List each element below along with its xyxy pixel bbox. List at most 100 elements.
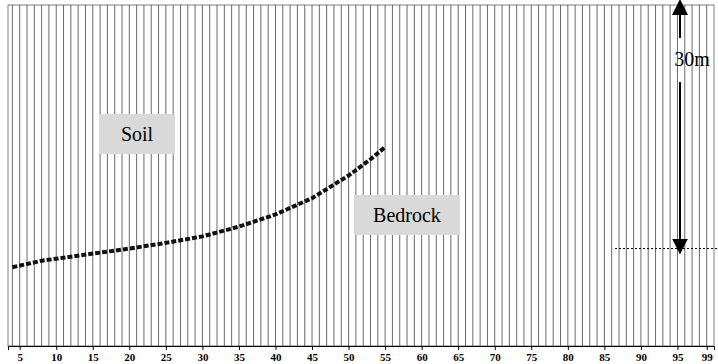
x-tick-mark [707, 346, 708, 350]
trace [523, 5, 524, 346]
trace [421, 5, 422, 346]
trace [597, 5, 598, 346]
trace [78, 5, 79, 346]
trace [465, 5, 466, 346]
trace [129, 5, 130, 346]
depth-marker: 30m [615, 7, 718, 249]
x-tick-label: 80 [563, 351, 575, 363]
x-tick-label: 70 [490, 351, 502, 363]
depth-line [615, 248, 718, 249]
trace [253, 5, 254, 346]
x-tick-mark [56, 346, 57, 350]
trace [165, 5, 166, 346]
trace [575, 5, 576, 346]
x-axis: 510152025303540455055606570758085909599 [9, 346, 715, 363]
marks [12, 5, 706, 346]
trace [217, 5, 218, 346]
x-tick: 85 [599, 346, 611, 363]
trace [377, 5, 378, 346]
trace [633, 5, 634, 346]
x-tick-mark [568, 346, 569, 350]
trace [443, 5, 444, 346]
x-tick-mark [677, 346, 678, 350]
trace [70, 5, 71, 346]
reflector [12, 147, 385, 267]
trace [450, 5, 451, 346]
trace [333, 5, 334, 346]
x-axis-line [9, 347, 715, 351]
trace [604, 5, 605, 346]
plot-frame [8, 5, 714, 346]
x-tick: 50 [344, 346, 356, 363]
trace [436, 5, 437, 346]
trace [275, 5, 276, 346]
trace [618, 5, 619, 346]
annotation: Bedrock [354, 195, 460, 235]
x-tick-mark [641, 346, 642, 350]
trace [231, 5, 232, 346]
trace [12, 5, 13, 346]
trace [180, 5, 181, 346]
x-tick-mark [312, 346, 313, 350]
trace [136, 5, 137, 346]
x-tick-label: 95 [672, 351, 684, 363]
x-tick: 35 [234, 346, 246, 363]
trace [670, 5, 671, 346]
trace [480, 5, 481, 346]
trace [85, 5, 86, 346]
x-tick-mark [349, 346, 350, 350]
x-tick-mark [531, 346, 532, 350]
trace [260, 5, 261, 346]
trace [282, 5, 283, 346]
trace [63, 5, 64, 346]
trace [122, 5, 123, 346]
x-tick: 99 [702, 346, 714, 363]
annotation-box [354, 195, 460, 235]
annotation-text: Soil [121, 123, 154, 145]
x-tick-label: 50 [344, 351, 356, 363]
annotation-text: Bedrock [373, 204, 441, 226]
trace [545, 5, 546, 346]
x-tick-label: 25 [161, 351, 173, 363]
trace [56, 5, 57, 346]
trace [187, 5, 188, 346]
trace [34, 5, 35, 346]
trace [224, 5, 225, 346]
x-tick-label: 55 [380, 351, 392, 363]
trace [655, 5, 656, 346]
trace [202, 5, 203, 346]
trace [531, 5, 532, 346]
trace [143, 5, 144, 346]
trace [290, 5, 291, 346]
x-tick-mark [93, 346, 94, 350]
depth-arrow-down [679, 82, 681, 247]
trace [114, 5, 115, 346]
trace [399, 5, 400, 346]
trace [370, 5, 371, 346]
trace [195, 5, 196, 346]
trace [582, 5, 583, 346]
trace [458, 5, 459, 346]
x-tick-label: 20 [124, 351, 136, 363]
x-tick-label: 90 [636, 351, 648, 363]
trace [246, 5, 247, 346]
x-tick-label: 75 [526, 351, 538, 363]
trace [48, 5, 49, 346]
trace [100, 5, 101, 346]
trace [494, 5, 495, 346]
x-tick-mark [385, 346, 386, 350]
x-tick-label: 99 [702, 351, 714, 363]
trace [640, 5, 641, 346]
depth-arrow-up [679, 7, 681, 38]
x-tick-mark [458, 346, 459, 350]
x-tick-mark [129, 346, 130, 350]
trace [304, 5, 305, 346]
trace [472, 5, 473, 346]
trace [538, 5, 539, 346]
trace [363, 5, 364, 346]
x-tick: 55 [380, 346, 392, 363]
trace [27, 5, 28, 346]
trace [487, 5, 488, 346]
trace [151, 5, 152, 346]
x-tick: 65 [453, 346, 465, 363]
